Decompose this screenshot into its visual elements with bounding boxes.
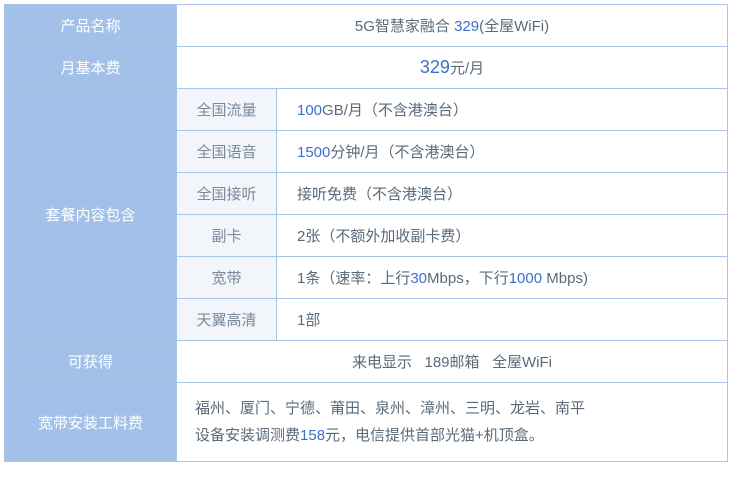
val-incoming: 接听免费（不含港澳台） [277, 173, 728, 215]
label-product-name: 产品名称 [5, 5, 177, 47]
label-monthly-fee: 月基本费 [5, 47, 177, 89]
label-package: 套餐内容包含 [5, 89, 177, 341]
product-plan-table: 产品名称 5G智慧家融合 329(全屋WiFi) 月基本费 329元/月 套餐内… [4, 4, 728, 462]
row-pkg-data: 套餐内容包含 全国流量 100GB/月（不含港澳台） [5, 89, 728, 131]
row-install: 宽带安装工料费 福州、厦门、宁德、莆田、泉州、漳州、三明、龙岩、南平 设备安装调… [5, 383, 728, 462]
sub-tv: 天翼高清 [177, 299, 277, 341]
sub-voice: 全国语音 [177, 131, 277, 173]
label-install: 宽带安装工料费 [5, 383, 177, 462]
val-voice: 1500分钟/月（不含港澳台） [277, 131, 728, 173]
row-obtain: 可获得 来电显示 189邮箱 全屋WiFi [5, 341, 728, 383]
sub-incoming: 全国接听 [177, 173, 277, 215]
row-monthly-fee: 月基本费 329元/月 [5, 47, 728, 89]
value-obtain: 来电显示 189邮箱 全屋WiFi [177, 341, 728, 383]
val-data: 100GB/月（不含港澳台） [277, 89, 728, 131]
label-obtain: 可获得 [5, 341, 177, 383]
val-subcard: 2张（不额外加收副卡费） [277, 215, 728, 257]
value-install: 福州、厦门、宁德、莆田、泉州、漳州、三明、龙岩、南平 设备安装调测费158元，电… [177, 383, 728, 462]
value-product-name: 5G智慧家融合 329(全屋WiFi) [177, 5, 728, 47]
sub-data: 全国流量 [177, 89, 277, 131]
value-monthly-fee: 329元/月 [177, 47, 728, 89]
val-broadband: 1条（速率：上行30Mbps，下行1000 Mbps) [277, 257, 728, 299]
row-product-name: 产品名称 5G智慧家融合 329(全屋WiFi) [5, 5, 728, 47]
sub-subcard: 副卡 [177, 215, 277, 257]
val-tv: 1部 [277, 299, 728, 341]
sub-broadband: 宽带 [177, 257, 277, 299]
